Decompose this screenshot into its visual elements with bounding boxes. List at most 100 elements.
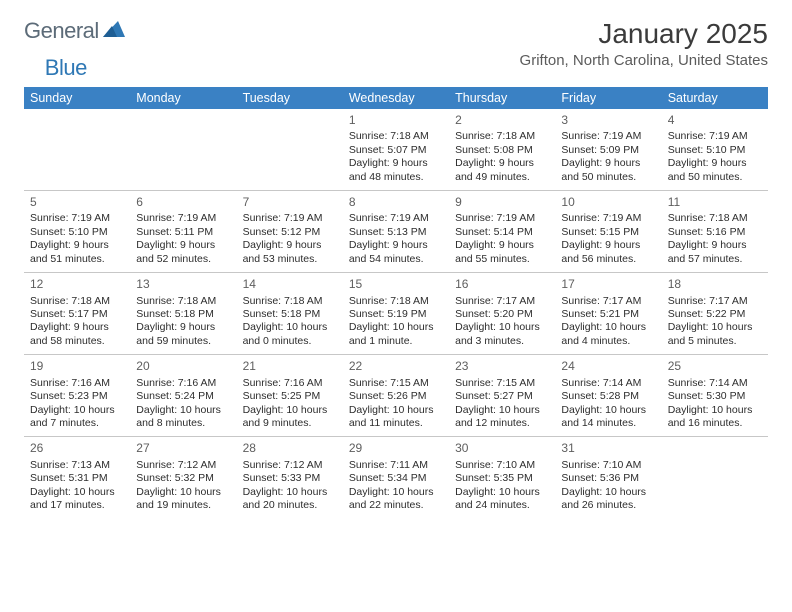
sunset-line: Sunset: 5:33 PM bbox=[243, 472, 337, 485]
sunrise-line: Sunrise: 7:16 AM bbox=[243, 377, 337, 390]
daylight-line-2: and 26 minutes. bbox=[561, 499, 655, 512]
daylight-line-1: Daylight: 10 hours bbox=[30, 404, 124, 417]
day-cell: 19Sunrise: 7:16 AMSunset: 5:23 PMDayligh… bbox=[24, 355, 130, 436]
day-cell: 22Sunrise: 7:15 AMSunset: 5:26 PMDayligh… bbox=[343, 355, 449, 436]
day-cell: 2Sunrise: 7:18 AMSunset: 5:08 PMDaylight… bbox=[449, 109, 555, 190]
sunset-line: Sunset: 5:35 PM bbox=[455, 472, 549, 485]
daylight-line-1: Daylight: 9 hours bbox=[668, 157, 762, 170]
sunrise-line: Sunrise: 7:10 AM bbox=[455, 459, 549, 472]
date-number: 19 bbox=[30, 359, 124, 374]
title-block: January 2025 Grifton, North Carolina, Un… bbox=[520, 18, 768, 69]
date-number: 17 bbox=[561, 277, 655, 292]
day-cell-blank bbox=[24, 109, 130, 190]
daylight-line-1: Daylight: 10 hours bbox=[136, 404, 230, 417]
daylight-line-1: Daylight: 9 hours bbox=[455, 239, 549, 252]
daylight-line-2: and 0 minutes. bbox=[243, 335, 337, 348]
daylight-line-2: and 24 minutes. bbox=[455, 499, 549, 512]
sunrise-line: Sunrise: 7:10 AM bbox=[561, 459, 655, 472]
sunset-line: Sunset: 5:24 PM bbox=[136, 390, 230, 403]
logo-text-general: General bbox=[24, 18, 99, 44]
sunrise-line: Sunrise: 7:12 AM bbox=[243, 459, 337, 472]
date-number: 1 bbox=[349, 113, 443, 128]
sunrise-line: Sunrise: 7:15 AM bbox=[349, 377, 443, 390]
day-cell: 4Sunrise: 7:19 AMSunset: 5:10 PMDaylight… bbox=[662, 109, 768, 190]
sunrise-line: Sunrise: 7:19 AM bbox=[561, 130, 655, 143]
week-row: 5Sunrise: 7:19 AMSunset: 5:10 PMDaylight… bbox=[24, 191, 768, 273]
date-number: 23 bbox=[455, 359, 549, 374]
sunrise-line: Sunrise: 7:19 AM bbox=[668, 130, 762, 143]
date-number: 3 bbox=[561, 113, 655, 128]
date-number: 26 bbox=[30, 441, 124, 456]
day-cell: 7Sunrise: 7:19 AMSunset: 5:12 PMDaylight… bbox=[237, 191, 343, 272]
sunrise-line: Sunrise: 7:17 AM bbox=[561, 295, 655, 308]
sunrise-line: Sunrise: 7:16 AM bbox=[30, 377, 124, 390]
daylight-line-2: and 52 minutes. bbox=[136, 253, 230, 266]
daylight-line-1: Daylight: 10 hours bbox=[561, 321, 655, 334]
date-number: 18 bbox=[668, 277, 762, 292]
date-number: 21 bbox=[243, 359, 337, 374]
sunrise-line: Sunrise: 7:18 AM bbox=[668, 212, 762, 225]
daylight-line-2: and 8 minutes. bbox=[136, 417, 230, 430]
daylight-line-2: and 1 minute. bbox=[349, 335, 443, 348]
date-number: 6 bbox=[136, 195, 230, 210]
daylight-line-1: Daylight: 10 hours bbox=[243, 486, 337, 499]
day-cell: 30Sunrise: 7:10 AMSunset: 5:35 PMDayligh… bbox=[449, 437, 555, 518]
daylight-line-2: and 55 minutes. bbox=[455, 253, 549, 266]
date-number: 31 bbox=[561, 441, 655, 456]
sunset-line: Sunset: 5:12 PM bbox=[243, 226, 337, 239]
day-cell: 10Sunrise: 7:19 AMSunset: 5:15 PMDayligh… bbox=[555, 191, 661, 272]
sunset-line: Sunset: 5:22 PM bbox=[668, 308, 762, 321]
daylight-line-1: Daylight: 10 hours bbox=[349, 486, 443, 499]
sunset-line: Sunset: 5:07 PM bbox=[349, 144, 443, 157]
sunrise-line: Sunrise: 7:14 AM bbox=[668, 377, 762, 390]
daylight-line-2: and 49 minutes. bbox=[455, 171, 549, 184]
logo: General bbox=[24, 18, 127, 44]
date-number: 2 bbox=[455, 113, 549, 128]
sunset-line: Sunset: 5:34 PM bbox=[349, 472, 443, 485]
daylight-line-1: Daylight: 10 hours bbox=[455, 404, 549, 417]
daylight-line-1: Daylight: 10 hours bbox=[668, 404, 762, 417]
sunset-line: Sunset: 5:30 PM bbox=[668, 390, 762, 403]
sunrise-line: Sunrise: 7:19 AM bbox=[30, 212, 124, 225]
sunset-line: Sunset: 5:36 PM bbox=[561, 472, 655, 485]
date-number: 12 bbox=[30, 277, 124, 292]
weekday-header: Monday bbox=[130, 87, 236, 109]
daylight-line-2: and 54 minutes. bbox=[349, 253, 443, 266]
daylight-line-2: and 57 minutes. bbox=[668, 253, 762, 266]
daylight-line-2: and 56 minutes. bbox=[561, 253, 655, 266]
daylight-line-1: Daylight: 9 hours bbox=[136, 239, 230, 252]
sunset-line: Sunset: 5:25 PM bbox=[243, 390, 337, 403]
logo-triangle-icon bbox=[103, 20, 125, 43]
daylight-line-2: and 58 minutes. bbox=[30, 335, 124, 348]
weekday-header: Tuesday bbox=[237, 87, 343, 109]
day-cell: 14Sunrise: 7:18 AMSunset: 5:18 PMDayligh… bbox=[237, 273, 343, 354]
weekday-header: Saturday bbox=[662, 87, 768, 109]
sunset-line: Sunset: 5:31 PM bbox=[30, 472, 124, 485]
day-cell: 28Sunrise: 7:12 AMSunset: 5:33 PMDayligh… bbox=[237, 437, 343, 518]
daylight-line-1: Daylight: 9 hours bbox=[136, 321, 230, 334]
sunset-line: Sunset: 5:26 PM bbox=[349, 390, 443, 403]
day-cell: 12Sunrise: 7:18 AMSunset: 5:17 PMDayligh… bbox=[24, 273, 130, 354]
week-row: 12Sunrise: 7:18 AMSunset: 5:17 PMDayligh… bbox=[24, 273, 768, 355]
sunrise-line: Sunrise: 7:18 AM bbox=[349, 130, 443, 143]
day-cell: 24Sunrise: 7:14 AMSunset: 5:28 PMDayligh… bbox=[555, 355, 661, 436]
day-cell-blank bbox=[130, 109, 236, 190]
sunrise-line: Sunrise: 7:18 AM bbox=[455, 130, 549, 143]
daylight-line-2: and 11 minutes. bbox=[349, 417, 443, 430]
day-cell: 21Sunrise: 7:16 AMSunset: 5:25 PMDayligh… bbox=[237, 355, 343, 436]
week-row: 26Sunrise: 7:13 AMSunset: 5:31 PMDayligh… bbox=[24, 437, 768, 518]
sunset-line: Sunset: 5:08 PM bbox=[455, 144, 549, 157]
sunrise-line: Sunrise: 7:19 AM bbox=[349, 212, 443, 225]
sunset-line: Sunset: 5:19 PM bbox=[349, 308, 443, 321]
daylight-line-2: and 14 minutes. bbox=[561, 417, 655, 430]
sunset-line: Sunset: 5:32 PM bbox=[136, 472, 230, 485]
sunrise-line: Sunrise: 7:15 AM bbox=[455, 377, 549, 390]
daylight-line-1: Daylight: 10 hours bbox=[349, 404, 443, 417]
day-cell: 25Sunrise: 7:14 AMSunset: 5:30 PMDayligh… bbox=[662, 355, 768, 436]
date-number: 15 bbox=[349, 277, 443, 292]
sunset-line: Sunset: 5:10 PM bbox=[30, 226, 124, 239]
sunset-line: Sunset: 5:21 PM bbox=[561, 308, 655, 321]
sunrise-line: Sunrise: 7:19 AM bbox=[243, 212, 337, 225]
daylight-line-1: Daylight: 10 hours bbox=[243, 321, 337, 334]
sunrise-line: Sunrise: 7:12 AM bbox=[136, 459, 230, 472]
